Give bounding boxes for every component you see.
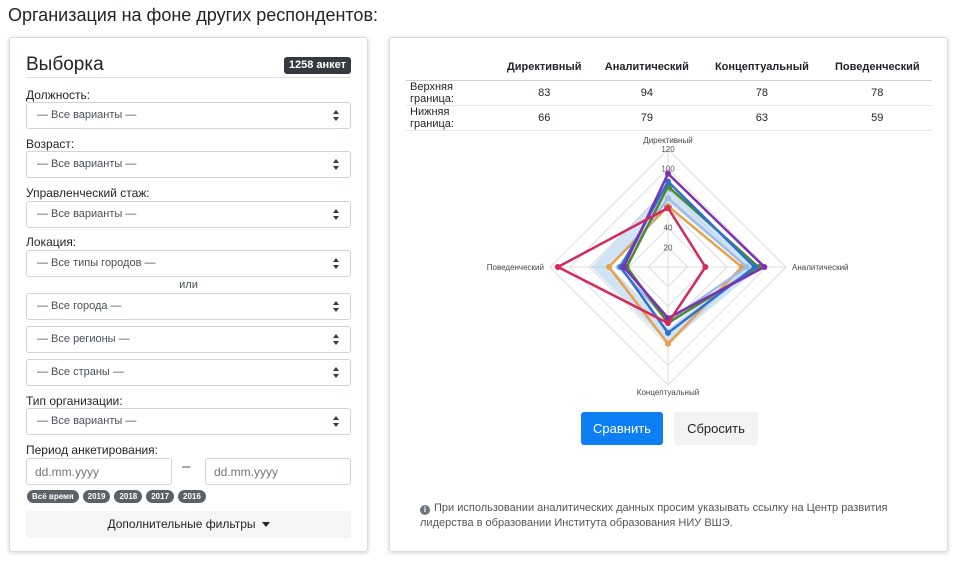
info-icon: i [420, 505, 430, 515]
year-badge-2016[interactable]: 2016 [178, 490, 206, 503]
table-header-row: Директивный Аналитический Концептуальный… [406, 55, 932, 81]
more-filters-button[interactable]: Дополнительные фильтры [26, 511, 351, 538]
table-cell: 78 [822, 80, 932, 106]
location-label: Локация: [26, 235, 77, 249]
radar-series-point [606, 264, 612, 270]
experience-select[interactable]: — Все варианты — [26, 201, 351, 228]
org-type-select-value: — Все варианты — [37, 415, 137, 427]
table-cell: 63 [701, 105, 823, 131]
table-header-cell: Директивный [496, 55, 593, 81]
select-arrows-icon [333, 416, 340, 427]
select-arrows-icon [333, 367, 340, 378]
period-label: Период анкетирования: [26, 443, 159, 457]
citation-note: i При использовании аналитических данных … [420, 501, 930, 531]
year-badge-all[interactable]: Всё время [27, 490, 79, 503]
compare-button[interactable]: Сравнить [581, 412, 663, 445]
org-type-select[interactable]: — Все варианты — [26, 408, 351, 435]
year-badge-2019[interactable]: 2019 [82, 490, 111, 503]
reset-button[interactable]: Сбросить [674, 412, 758, 445]
date-to-input[interactable] [205, 458, 351, 485]
table-row-label: Нижняя граница: [406, 105, 496, 131]
sample-header: Выборка 1258 анкет [26, 54, 351, 78]
radar-series-point [665, 329, 671, 336]
experience-select-value: — Все варианты — [37, 208, 137, 220]
citation-note-text: При использовании аналитических данных п… [420, 502, 888, 529]
date-from-input[interactable] [26, 458, 172, 485]
comparison-panel: Директивный Аналитический Концептуальный… [389, 37, 948, 552]
select-arrows-icon [333, 258, 340, 269]
age-select[interactable]: — Все варианты — [26, 151, 351, 178]
table-header-cell: Аналитический [592, 55, 702, 81]
select-arrows-icon [333, 159, 340, 170]
radar-series-point [554, 264, 561, 270]
radar-axis-label: Директивный [643, 136, 692, 145]
radar-norm-band [591, 185, 761, 344]
table-cell: 59 [822, 105, 932, 131]
experience-label: Управленческий стаж: [26, 186, 150, 200]
position-label: Должность: [26, 88, 91, 102]
position-select-value: — Все варианты — [37, 109, 137, 121]
position-select[interactable]: — Все варианты — [26, 102, 351, 129]
radar-series-point [702, 264, 709, 270]
table-header-cell: Поведенческий [822, 55, 932, 81]
caret-down-icon [261, 522, 270, 527]
city-select[interactable]: — Все города — [26, 293, 351, 320]
bounds-table: Директивный Аналитический Концептуальный… [406, 55, 932, 131]
table-header-cell: Концептуальный [701, 55, 823, 81]
table-cell: 83 [496, 80, 593, 106]
city-type-select[interactable]: — Все типы городов — [26, 250, 351, 277]
country-select-value: — Все страны — [37, 366, 124, 378]
city-type-select-value: — Все типы городов — [37, 257, 156, 269]
sample-filters-panel: Выборка 1258 анкет Должность: — Все вари… [9, 37, 368, 552]
radar-series-point [743, 264, 750, 270]
org-type-label: Тип организации: [26, 394, 123, 408]
table-cell: 94 [592, 80, 702, 106]
city-select-value: — Все города — [37, 300, 122, 312]
table-row-lower: Нижняя граница: 66 79 63 59 [406, 105, 932, 131]
year-badge-2017[interactable]: 2017 [146, 490, 175, 503]
select-arrows-icon [333, 334, 340, 345]
age-label: Возраст: [26, 137, 75, 151]
radar-series-point [751, 264, 758, 270]
radar-series-point [665, 195, 671, 202]
radar-series-point [665, 178, 671, 185]
table-row-label: Верхняя граница: [406, 80, 496, 106]
radar-chart: 20406080100120ДирективныйАналитическийКо… [487, 136, 849, 397]
age-select-value: — Все варианты — [37, 158, 137, 170]
date-range-dash: – [182, 458, 191, 475]
select-arrows-icon [333, 110, 340, 121]
more-filters-label: Дополнительные фильтры [107, 517, 256, 531]
radar-series-point [620, 264, 627, 270]
radar-tick-label: 40 [664, 224, 673, 233]
table-cell: 78 [701, 80, 823, 106]
radar-series-point [761, 264, 768, 270]
radar-axis-label: Аналитический [792, 263, 849, 272]
or-separator: или [179, 279, 198, 291]
radar-axis-label: Поведенческий [487, 263, 544, 272]
select-arrows-icon [333, 301, 340, 312]
page-title: Организация на фоне других респондентов: [8, 5, 379, 25]
region-select-value: — Все регионы — [37, 333, 130, 345]
year-badge-2018[interactable]: 2018 [114, 490, 143, 503]
radar-tick-label: 100 [661, 165, 675, 174]
responses-count-badge: 1258 анкет [283, 57, 351, 74]
table-header-empty [406, 55, 496, 81]
radar-series-point [665, 340, 671, 347]
country-select[interactable]: — Все страны — [26, 359, 351, 386]
table-cell: 66 [496, 105, 593, 131]
radar-series-point [665, 320, 671, 327]
year-badges: Всё время 2019 2018 2017 2016 [27, 490, 206, 503]
sample-title: Выборка [26, 54, 104, 75]
table-row-upper: Верхняя граница: 83 94 78 78 [406, 80, 932, 106]
table-cell: 79 [592, 105, 702, 131]
radar-tick-label: 120 [661, 145, 675, 154]
radar-axis-label: Концептуальный [637, 388, 699, 397]
select-arrows-icon [333, 209, 340, 220]
radar-series-point [665, 170, 671, 177]
region-select[interactable]: — Все регионы — [26, 326, 351, 353]
radar-series-point [665, 205, 671, 211]
radar-tick-label: 20 [664, 243, 673, 252]
